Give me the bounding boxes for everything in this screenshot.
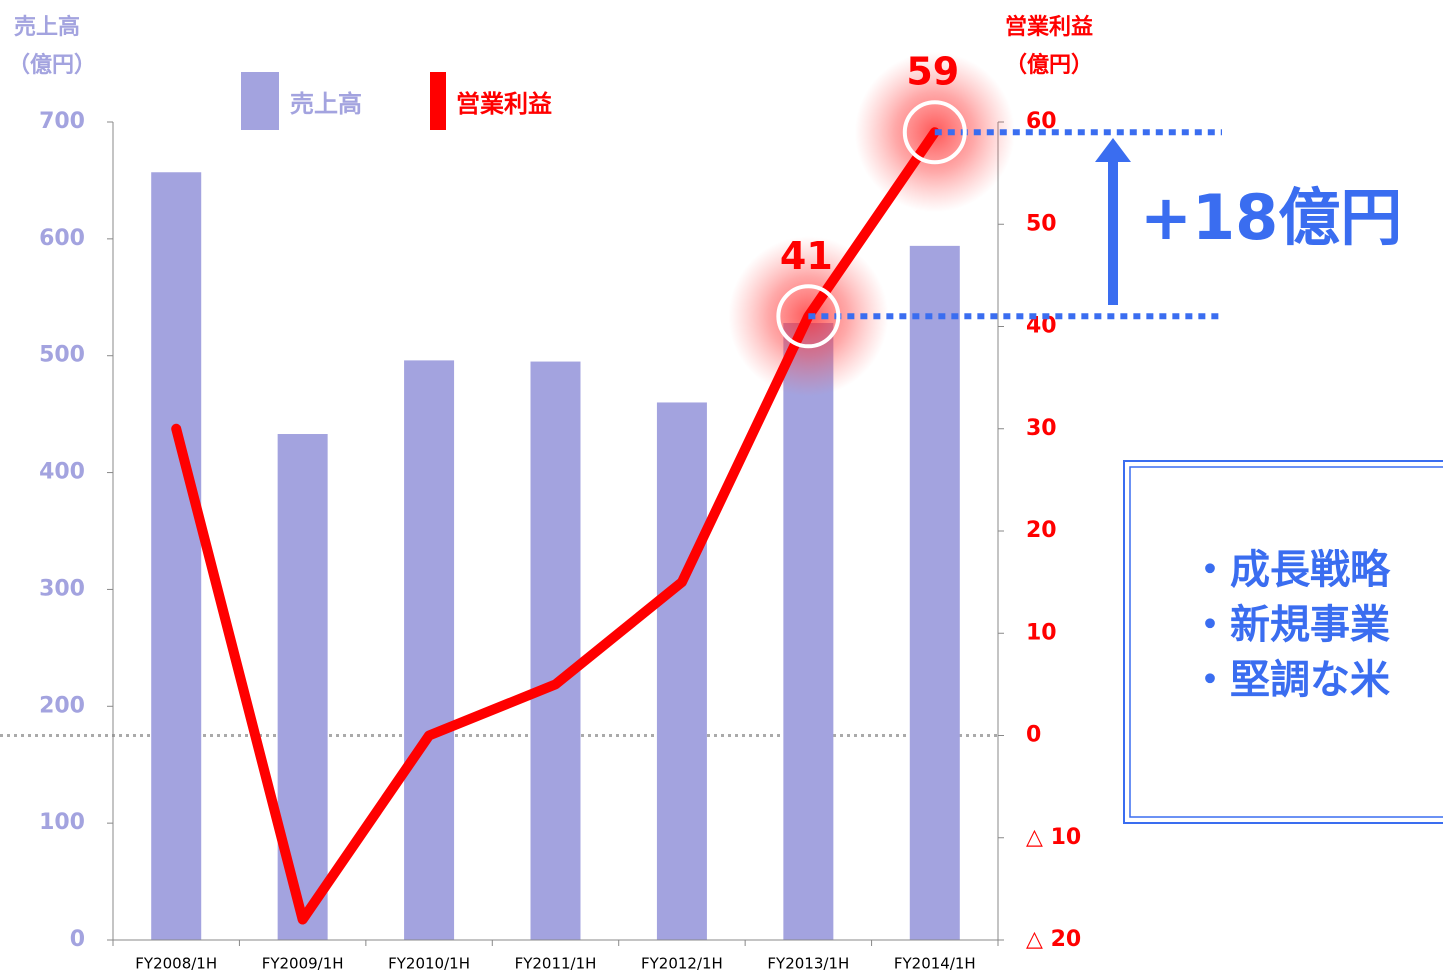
bar xyxy=(909,245,960,940)
bar xyxy=(530,361,581,940)
note-text: ・成長戦略 xyxy=(1190,547,1391,593)
legend-label: 売上高 xyxy=(290,90,362,118)
x-tick-label: FY2009/1H xyxy=(262,955,344,973)
arrow-head xyxy=(1095,138,1131,162)
note-text: ・堅調な米 xyxy=(1190,657,1390,703)
legend-swatch xyxy=(430,72,446,130)
data-label: 41 xyxy=(780,234,833,278)
y-axis-title: 売上高 xyxy=(14,14,80,40)
y2-tick-label: 20 xyxy=(1026,518,1057,543)
y2-axis-title: （億円） xyxy=(1005,52,1093,78)
y2-tick-label: 10 xyxy=(1026,620,1057,645)
y-tick-label: 0 xyxy=(70,927,85,952)
note-text: ・新規事業 xyxy=(1190,602,1390,648)
y2-tick-label: 50 xyxy=(1026,211,1057,236)
y2-tick-label: △ 10 xyxy=(1026,825,1081,850)
y2-tick-label: △ 20 xyxy=(1026,927,1081,952)
legend-swatch xyxy=(241,72,279,130)
highlight-circle xyxy=(902,100,967,165)
y2-tick-label: 30 xyxy=(1026,416,1057,441)
data-label: 59 xyxy=(906,50,959,94)
x-tick-label: FY2012/1H xyxy=(641,955,723,973)
y2-tick-label: 0 xyxy=(1026,723,1041,748)
x-tick-label: FY2011/1H xyxy=(515,955,597,973)
y-tick-label: 400 xyxy=(39,460,85,485)
bar xyxy=(151,172,202,941)
y-tick-label: 700 xyxy=(39,109,85,134)
x-tick-label: FY2014/1H xyxy=(894,955,976,973)
y-tick-label: 600 xyxy=(39,226,85,251)
y2-axis-title: 営業利益 xyxy=(1005,14,1093,40)
highlight-circle xyxy=(776,284,841,349)
x-tick-label: FY2010/1H xyxy=(388,955,470,973)
plot: 売上高（億円）営業利益（億円）売上高 営業利益010020030040050060… xyxy=(0,14,1443,973)
y-tick-label: 500 xyxy=(39,343,85,368)
x-tick-label: FY2013/1H xyxy=(767,955,849,973)
legend-label: 営業利益 xyxy=(456,90,552,118)
change-annotation: +18億円 xyxy=(1140,181,1402,254)
bar xyxy=(656,402,707,940)
bar xyxy=(783,322,834,941)
y-tick-label: 300 xyxy=(39,576,85,601)
y-tick-label: 200 xyxy=(39,693,85,718)
note-box-inner xyxy=(1129,466,1443,818)
bar xyxy=(404,360,455,941)
note-box-outer xyxy=(1123,460,1443,824)
y-tick-label: 100 xyxy=(39,810,85,835)
y-axis-title: （億円） xyxy=(8,52,96,78)
x-tick-label: FY2008/1H xyxy=(135,955,217,973)
